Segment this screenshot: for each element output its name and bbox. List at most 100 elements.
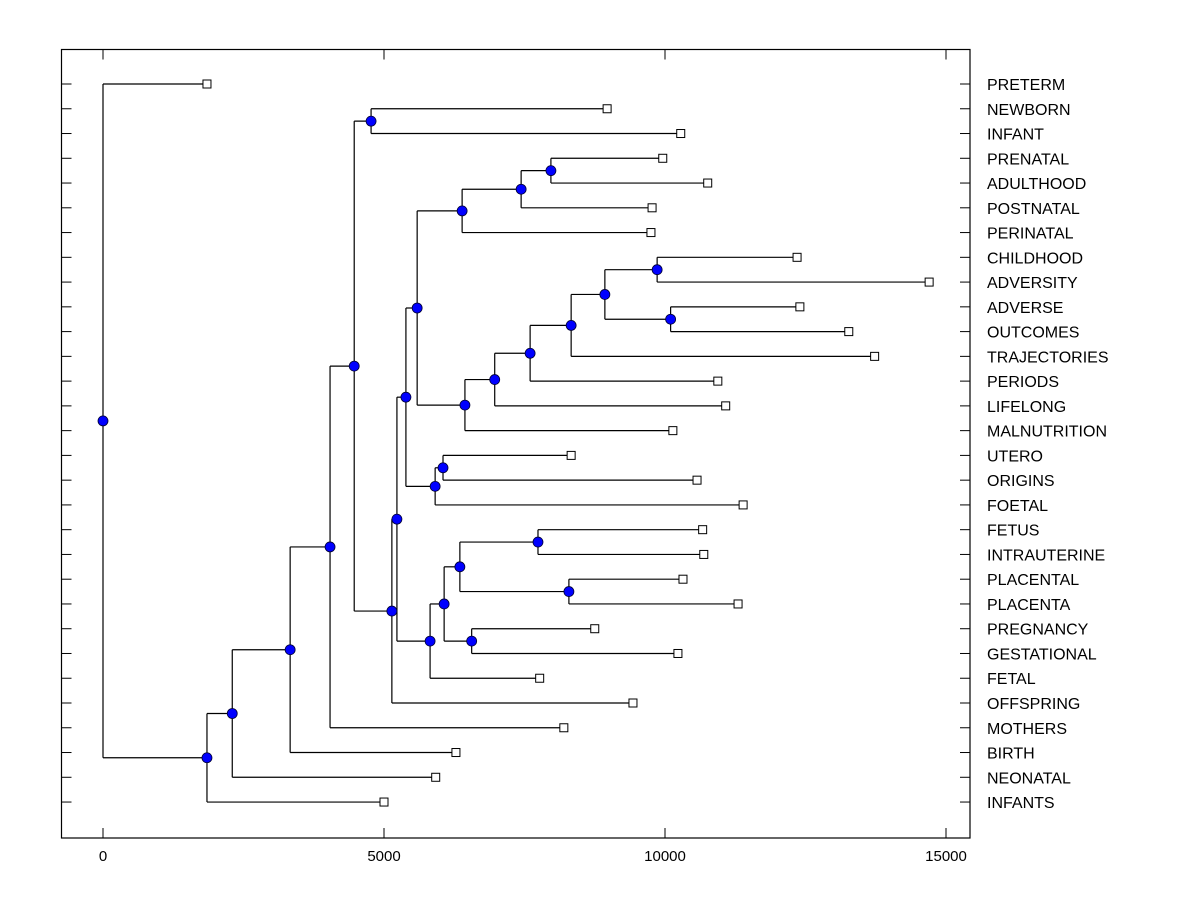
leaf-marker — [844, 327, 854, 337]
leaf-label: PRENATAL — [987, 151, 1069, 168]
merge-node — [226, 708, 238, 719]
leaf-marker — [698, 525, 708, 535]
leaf-label: GESTATIONAL — [987, 646, 1097, 663]
merge-node — [456, 205, 468, 217]
leaf-marker — [738, 500, 748, 510]
plot-frame — [60, 48, 971, 839]
leaf-label: PRETERM — [987, 77, 1065, 94]
leaf-marker — [703, 178, 713, 188]
leaf-marker — [713, 376, 723, 386]
leaf-label: OFFSPRING — [987, 696, 1080, 713]
merge-node — [97, 415, 109, 427]
merge-node — [459, 399, 471, 411]
x-tick-label: 10000 — [644, 848, 686, 865]
leaf-marker — [676, 129, 686, 139]
leaf-label: INTRAUTERINE — [987, 547, 1105, 564]
merge-node — [391, 513, 403, 525]
merge-node — [524, 347, 536, 359]
leaf-label: ADULTHOOD — [987, 176, 1086, 193]
merge-node — [437, 462, 449, 474]
leaf-label: INFANTS — [987, 795, 1055, 812]
x-tick-labels: 0 5000 10000 15000 — [99, 848, 967, 865]
leaf-marker — [699, 549, 709, 559]
leaf-marker — [924, 277, 934, 287]
merge-node — [424, 635, 436, 647]
leaf-marker — [590, 624, 600, 634]
leaf-label: LIFELONG — [987, 399, 1066, 416]
leaf-marker — [692, 475, 702, 485]
leaf-label: FETAL — [987, 671, 1036, 688]
merge-node — [599, 289, 611, 300]
x-tick-label: 15000 — [925, 848, 967, 865]
merge-node — [532, 536, 544, 548]
merge-node — [365, 115, 377, 127]
leaf-label: NEWBORN — [987, 102, 1071, 119]
leaf-marker — [559, 723, 569, 733]
leaf-label: BIRTH — [987, 746, 1035, 763]
leaf-label: PERINATAL — [987, 226, 1074, 243]
leaf-marker — [566, 450, 576, 460]
merge-node — [565, 320, 577, 331]
merge-node — [545, 165, 557, 177]
leaf-marker — [628, 698, 638, 708]
leaf-label: CHILDHOOD — [987, 250, 1083, 267]
leaf-marker — [646, 228, 656, 238]
leaf-marker — [535, 673, 545, 683]
leaf-label: ORIGINS — [987, 473, 1055, 490]
leaf-label: ADVERSITY — [987, 275, 1078, 292]
tree-links — [102, 83, 930, 803]
leaf-label: MALNUTRITION — [987, 424, 1107, 441]
leaf-marker — [795, 302, 805, 312]
leaf-label: FETUS — [987, 523, 1039, 540]
merge-node — [429, 480, 441, 492]
leaf-label: PLACENTA — [987, 597, 1071, 614]
leaf-marker — [870, 351, 880, 361]
leaf-marker — [431, 772, 441, 782]
leaf-label: PREGNANCY — [987, 622, 1089, 639]
leaf-marker — [678, 574, 688, 584]
leaf-label: PLACENTAL — [987, 572, 1079, 589]
leaf-marker — [658, 153, 668, 163]
merge-node — [563, 586, 575, 597]
leaf-label: TRAJECTORIES — [987, 349, 1109, 366]
merge-node — [386, 605, 398, 617]
leaf-marker — [792, 252, 802, 262]
leaf-label: OUTCOMES — [987, 325, 1079, 342]
leaf-marker — [202, 79, 212, 89]
merge-node — [489, 374, 501, 385]
leaf-marker — [379, 797, 389, 807]
x-tick-label: 5000 — [367, 848, 400, 865]
merge-node — [438, 598, 450, 610]
merge-node — [400, 391, 412, 403]
leaf-marker — [451, 748, 461, 758]
leaf-label: PERIODS — [987, 374, 1059, 391]
merge-node — [454, 561, 466, 573]
leaf-marker — [733, 599, 743, 609]
merge-node — [324, 541, 336, 553]
leaf-label: FOETAL — [987, 498, 1048, 515]
leaf-marker — [668, 426, 678, 436]
merge-node — [411, 302, 423, 314]
merge-node — [284, 644, 296, 656]
merge-node — [515, 183, 527, 195]
leaf-label: NEONATAL — [987, 770, 1071, 787]
merge-node — [665, 313, 677, 325]
leaf-label: ADVERSE — [987, 300, 1063, 317]
leaf-label: INFANT — [987, 127, 1044, 144]
leaf-labels: PRETERM NEWBORN INFANT PRENATAL ADULTHOOD POS… — [987, 77, 1109, 812]
leaf-marker — [647, 203, 657, 213]
merge-node — [651, 264, 663, 276]
leaf-marker — [602, 104, 612, 114]
leaf-marker — [673, 648, 683, 658]
x-tick-label: 0 — [99, 848, 107, 865]
leaf-marker — [721, 401, 731, 411]
tree-nodes — [97, 79, 934, 807]
merge-node — [201, 752, 213, 764]
merge-node — [466, 635, 478, 647]
leaf-label: POSTNATAL — [987, 201, 1080, 218]
axis-ticks — [61, 49, 970, 838]
leaf-label: UTERO — [987, 448, 1043, 465]
leaf-label: MOTHERS — [987, 721, 1067, 738]
merge-node — [348, 360, 360, 372]
